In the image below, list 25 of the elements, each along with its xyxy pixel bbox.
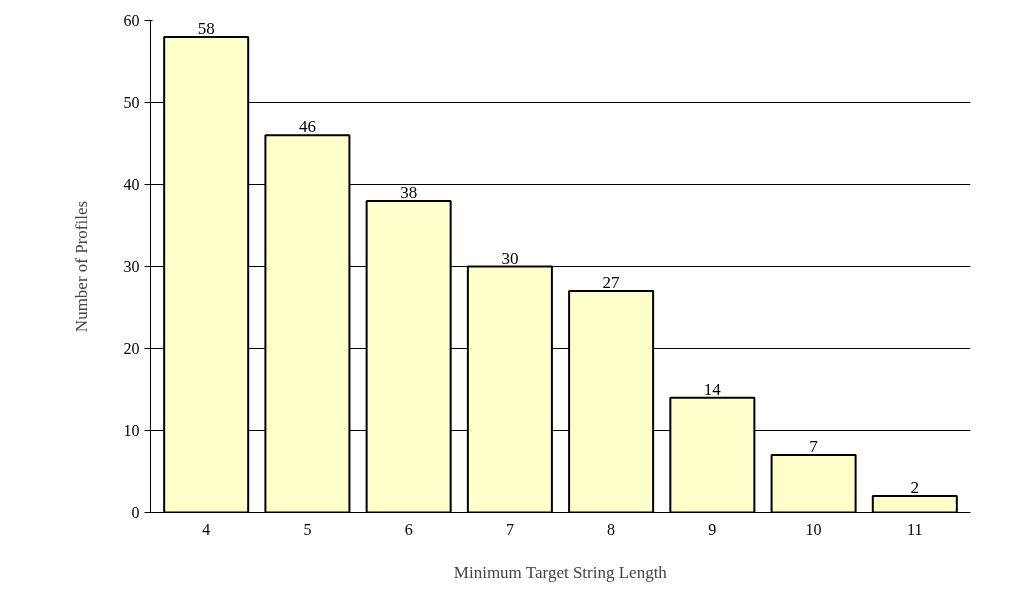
x-tick-label: 9: [708, 520, 717, 538]
data-label: 38: [400, 182, 418, 202]
x-axis-title: Minimum Target String Length: [453, 562, 668, 582]
y-axis-title: Number of Profiles: [71, 200, 91, 333]
data-label: 46: [298, 117, 316, 137]
x-tick-label: 10: [805, 520, 822, 538]
x-tick-label: 5: [303, 520, 312, 538]
data-label: 14: [703, 379, 722, 399]
data-label: 7: [809, 437, 819, 457]
x-tick-label: 6: [404, 520, 413, 538]
x-tick-label: 4: [202, 520, 211, 538]
x-tick-label: 7: [505, 520, 514, 538]
x-tick-label: 11: [907, 520, 923, 538]
data-label: 2: [910, 478, 920, 498]
y-tick-label: 60: [123, 12, 140, 29]
y-tick-label: 10: [123, 422, 140, 439]
data-label: 58: [197, 18, 215, 38]
data-label: 30: [501, 248, 519, 268]
y-tick-label: 30: [123, 258, 140, 275]
y-tick-label: 20: [123, 340, 140, 357]
y-tick-label: 40: [123, 176, 140, 193]
data-label: 27: [602, 273, 621, 293]
y-tick-label: 0: [131, 504, 140, 521]
y-tick-label: 50: [123, 94, 140, 111]
x-tick-label: 8: [607, 520, 616, 538]
